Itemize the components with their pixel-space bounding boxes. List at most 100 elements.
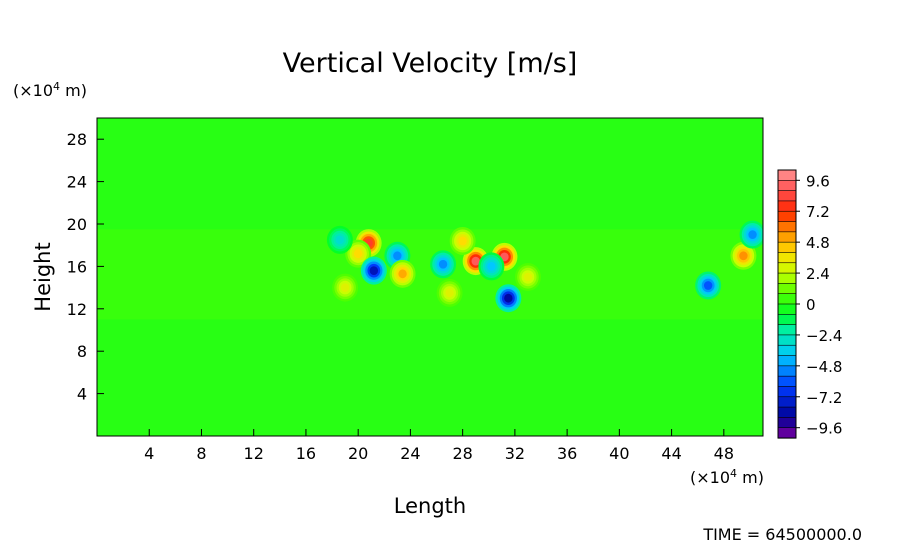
colorbar-swatch [777, 169, 797, 181]
cell-contour [340, 283, 350, 292]
colorbar-swatch [777, 303, 797, 315]
cell-contour [458, 236, 467, 246]
y-tick-label: 28 [67, 130, 87, 149]
updraft-cell [730, 241, 757, 270]
downdraft-cell [495, 284, 522, 313]
colorbar-swatch [777, 417, 797, 429]
cell-contour [445, 288, 454, 298]
x-tick-label: 4 [144, 444, 154, 463]
updraft-cell [345, 239, 372, 268]
downdraft-cell [430, 250, 457, 279]
colorbar-swatch [777, 231, 797, 243]
y-axis-label: Height [31, 242, 55, 311]
y-tick-label: 4 [77, 385, 87, 404]
colorbar-label: 7.2 [806, 203, 830, 221]
plot-frame [96, 117, 764, 437]
x-ticks: 4 8 12 16 20 24 28 32 36 40 44 48 [144, 429, 734, 463]
plot-area [97, 118, 763, 436]
x-tick-label: 36 [557, 444, 577, 463]
cell-contour [393, 251, 402, 261]
colorbar-swatch [777, 386, 797, 398]
colorbar-swatch [777, 252, 797, 264]
downdraft-cell [695, 271, 722, 300]
colorbar-swatch [777, 314, 797, 326]
x-tick-label: 16 [296, 444, 316, 463]
disturbed-band [97, 229, 763, 320]
chart-title: Vertical Velocity [m/s] [283, 48, 578, 79]
colorbar-swatch [777, 355, 797, 367]
colorbar-label: −7.2 [806, 389, 842, 407]
updraft-cell [449, 226, 476, 255]
updraft-cell [514, 263, 541, 291]
updraft-cell [436, 278, 463, 307]
x-tick-label: 32 [505, 444, 525, 463]
x-tick-label: 24 [400, 444, 420, 463]
cell-contour [748, 230, 757, 240]
y-tick-label: 12 [67, 300, 87, 319]
cell-contour [487, 262, 496, 271]
cell-contour [438, 259, 448, 269]
colorbar-swatch [777, 375, 797, 388]
colorbar-swatch [777, 293, 797, 305]
y-tick-label: 16 [67, 257, 87, 276]
cell-contour [523, 272, 533, 282]
y-unit-exponent: 4 [53, 80, 60, 93]
x-tick-label: 8 [196, 444, 206, 463]
x-unit-label: (×104 m) [690, 467, 764, 487]
colorbar-swatch [777, 221, 797, 233]
colorbar-swatch [777, 262, 797, 274]
cell-contour [398, 269, 407, 279]
y-unit-label: (×104 m) [13, 80, 87, 100]
downdraft-cell [739, 220, 763, 249]
x-unit-exponent: 4 [730, 467, 737, 480]
colorbar-swatch [777, 427, 797, 439]
x-tick-label: 12 [244, 444, 264, 463]
x-unit-prefix: (×10 [690, 468, 730, 487]
time-label: TIME = 64500000.0 [702, 525, 862, 544]
x-tick-label: 44 [661, 444, 681, 463]
y-tick-label: 24 [67, 173, 87, 192]
cell-contour [369, 266, 379, 276]
colorbar-swatch [777, 324, 797, 336]
colorbar-label: −2.4 [806, 327, 842, 345]
cell-contour [335, 235, 345, 245]
colorbar-swatch [777, 200, 797, 212]
cell-contour [471, 256, 480, 266]
x-tick-label: 28 [452, 444, 472, 463]
cell-contour [739, 251, 748, 261]
x-tick-label: 48 [714, 444, 734, 463]
x-tick-label: 20 [348, 444, 368, 463]
downdraft-cell [326, 225, 353, 254]
colorbar-label: 9.6 [806, 172, 830, 190]
cell-contour [703, 281, 713, 290]
colorbar: 9.6 7.2 4.8 2.4 0 −2.4 −4.8 −7.2 −9.6 [777, 169, 842, 439]
colorbar-label: −4.8 [806, 358, 842, 376]
y-tick-label: 20 [67, 215, 87, 234]
colorbar-label: −9.6 [806, 420, 842, 438]
colorbar-swatch [777, 210, 797, 223]
colorbar-swatch [777, 406, 797, 418]
colorbar-swatch [777, 365, 797, 377]
colorbar-swatch [777, 272, 797, 284]
cell-contour [504, 293, 513, 303]
colorbar-label: 4.8 [806, 234, 830, 252]
updraft-cell [332, 273, 359, 302]
x-axis-label: Length [394, 494, 466, 518]
y-tick-label: 8 [77, 342, 87, 361]
colorbar-swatch [777, 180, 797, 192]
colorbar-label: 2.4 [806, 265, 830, 283]
x-unit-suffix: m) [737, 468, 764, 487]
y-unit-prefix: (×10 [13, 81, 53, 100]
cell-contour [353, 249, 363, 259]
x-tick-label: 40 [609, 444, 629, 463]
colorbar-swatch [777, 334, 797, 346]
downdraft-cell [360, 256, 387, 285]
colorbar-swatch [777, 190, 797, 202]
downdraft-cell [478, 252, 505, 281]
colorbar-swatch [777, 283, 797, 295]
colorbar-swatch [777, 241, 797, 254]
colorbar-swatch [777, 396, 797, 408]
y-ticks: 4 8 12 16 20 24 28 [67, 130, 104, 404]
colorbar-swatch [777, 344, 797, 357]
